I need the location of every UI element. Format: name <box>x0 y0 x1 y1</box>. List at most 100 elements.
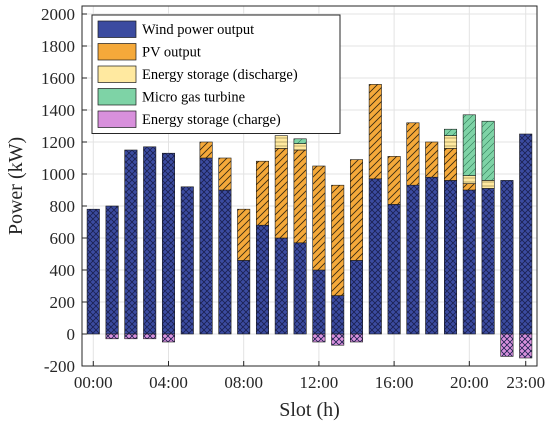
bar-segment <box>349 159 364 261</box>
bar-hatch <box>237 208 251 261</box>
bar-hatch <box>124 333 138 340</box>
bar-segment <box>161 152 175 335</box>
bar-segment <box>312 333 326 343</box>
y-tick-label: 600 <box>50 229 76 248</box>
bar-segment <box>86 208 100 335</box>
legend-label: Wind power output <box>142 22 254 38</box>
bar-hatch <box>312 269 326 335</box>
bar-segment <box>500 333 514 357</box>
bar-hatch <box>387 156 401 205</box>
bar-hatch <box>293 143 307 151</box>
bar-hatch <box>444 148 458 181</box>
legend-item: Energy storage (charge) <box>97 110 281 128</box>
bar-hatch <box>519 333 533 359</box>
legend-swatch <box>97 65 137 83</box>
bar-hatch <box>387 204 401 335</box>
bar-segment <box>481 180 495 189</box>
y-tick-label: -200 <box>44 357 75 376</box>
bar-segment <box>293 149 307 244</box>
bar-hatch <box>293 149 307 244</box>
bar-hatch <box>161 152 175 335</box>
bar-segment <box>255 160 270 226</box>
bar-hatch <box>481 180 495 189</box>
bar-hatch <box>425 141 439 178</box>
y-tick-label: 400 <box>50 261 76 280</box>
bar-hatch <box>105 205 119 335</box>
bar-segment <box>218 157 232 191</box>
bar-hatch <box>481 120 495 181</box>
bar-hatch <box>444 128 458 136</box>
bar-segment <box>161 333 175 343</box>
bar-hatch <box>462 189 476 335</box>
x-axis-title: Slot (h) <box>279 399 340 421</box>
bar-segment <box>462 175 476 184</box>
bar-hatch <box>462 183 476 191</box>
x-tick-label: 00:00 <box>74 373 113 392</box>
bar-segment <box>444 180 458 335</box>
bar-segment <box>293 138 307 144</box>
x-axis-ticks: 00:00 04:00 08:00 12:00 16:00 20:00 23:00 <box>74 361 545 392</box>
bar-segment <box>462 114 476 176</box>
bar-hatch <box>105 333 119 340</box>
plot-frame <box>81 5 538 367</box>
bar-segment <box>481 188 495 335</box>
bar-segment <box>387 156 401 205</box>
legend-label: PV output <box>142 45 201 61</box>
bar-hatch <box>406 122 420 186</box>
bar-hatch <box>161 333 175 343</box>
legend-swatch <box>97 110 137 128</box>
legend: Wind power output PV output Energy storage… <box>91 14 341 134</box>
bar-segment <box>519 333 533 359</box>
bar-hatch <box>444 135 458 149</box>
y-tick-label: 1800 <box>41 37 75 56</box>
bar-segment <box>180 186 194 335</box>
bar-segment <box>274 148 288 239</box>
legend-item: Energy storage (discharge) <box>97 65 298 83</box>
bar-hatch <box>218 157 232 191</box>
y-axis-title: Power (kW) <box>5 137 27 235</box>
bar-hatch <box>274 148 288 239</box>
legend-swatch <box>97 43 137 61</box>
bar-hatch <box>349 260 364 335</box>
bar-segment <box>105 333 119 340</box>
bar-segment <box>312 269 326 335</box>
bar-segment <box>425 141 439 178</box>
bar-segment <box>444 135 458 149</box>
bar-hatch <box>293 138 307 144</box>
bar-hatch <box>500 333 514 357</box>
bar-segment <box>143 146 157 335</box>
x-tick-label: 04:00 <box>149 373 188 392</box>
y-tick-label: 1600 <box>41 69 75 88</box>
bar-hatch <box>500 180 514 335</box>
bar-segment <box>237 208 251 261</box>
bar-segment <box>218 189 232 335</box>
bar-segment <box>500 180 514 335</box>
legend-swatch <box>97 88 137 106</box>
bar-segment <box>331 333 345 346</box>
legend-label: Micro gas turbine <box>142 90 245 106</box>
bar-hatch <box>143 146 157 335</box>
y-tick-label: 2000 <box>41 5 75 24</box>
y-tick-label: 1200 <box>41 133 75 152</box>
bar-hatch <box>312 165 326 271</box>
bar-segment <box>481 120 495 181</box>
bar-segment <box>462 183 476 191</box>
bar-hatch <box>349 159 364 261</box>
x-tick-label: 08:00 <box>224 373 263 392</box>
bar-hatch <box>199 141 213 159</box>
bar-hatch <box>406 184 420 335</box>
y-tick-label: 200 <box>50 293 76 312</box>
bar-segment <box>349 260 364 335</box>
bar-hatch <box>293 242 307 335</box>
y-tick-label: 0 <box>67 325 76 344</box>
y-tick-label: 1400 <box>41 101 75 120</box>
bar-segment <box>444 148 458 181</box>
bar-hatch <box>462 114 476 176</box>
bar-hatch <box>312 333 326 343</box>
legend-item: Wind power output <box>97 20 254 38</box>
bar-hatch <box>237 260 251 335</box>
bar-segment <box>199 141 213 159</box>
y-axis-ticks: -200 0 200 400 600 800 1000 1200 1400 1600 1800 200… <box>41 5 87 376</box>
bar-segment <box>255 224 270 335</box>
